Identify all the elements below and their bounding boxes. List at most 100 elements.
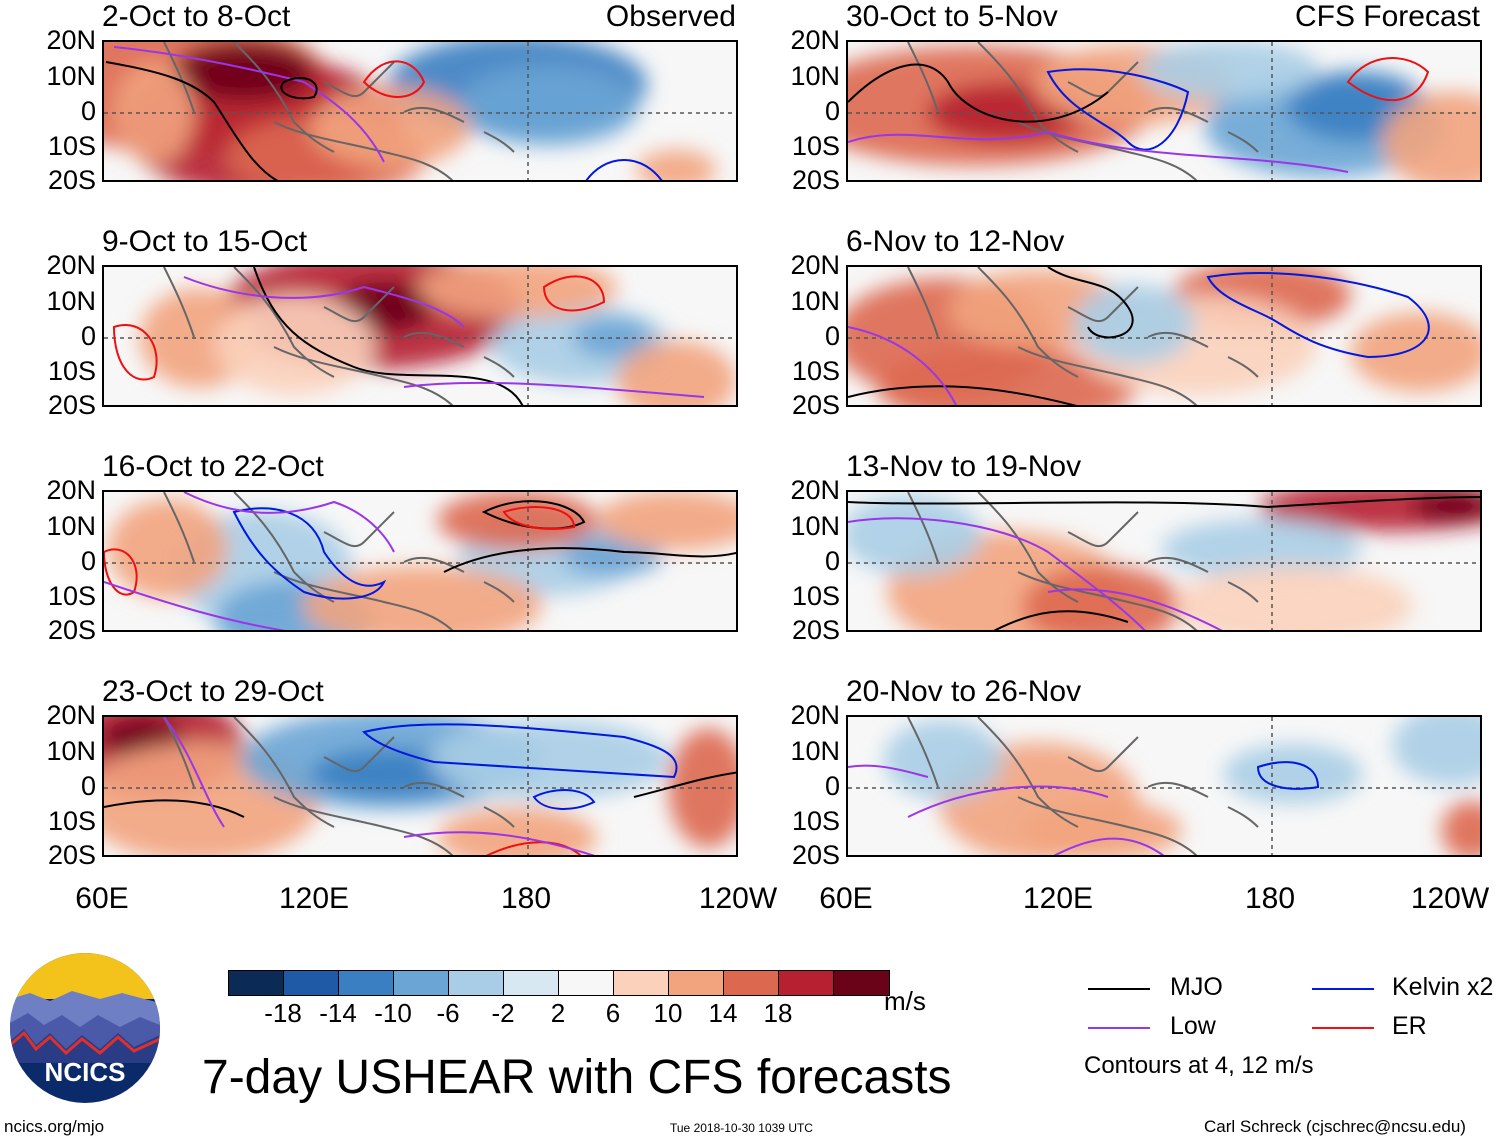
lat-label: 20N [46,25,96,55]
legend-line-low [1088,1027,1150,1029]
lat-label: 0 [80,96,96,126]
anomaly-shading [1173,565,1414,630]
coastlines [907,492,1259,630]
lat-label: 0 [80,771,96,801]
contour-line [1206,272,1430,359]
colorbar-swatch [724,971,779,995]
footer-author: Carl Schreck (cjschrec@ncsu.edu) [1204,1117,1466,1136]
lon-label: 120E [1022,882,1094,915]
anomaly-shading [173,42,314,101]
lat-label: 10N [790,511,840,541]
contour-line [848,764,929,778]
figure-title: 7-day USHEAR with CFS forecasts [202,1051,952,1104]
coastlines [907,717,1259,855]
colorbar-swatch [504,971,559,995]
anomaly-shading [459,65,640,146]
lat-label: 10S [791,581,840,611]
lat-label: 20N [46,475,96,505]
colorbar-swatch [394,971,449,995]
colorbar-swatch [779,971,834,995]
map-panel [102,490,738,632]
colorbar-tick-label: 6 [605,998,621,1028]
contour-line [1256,761,1320,790]
lon-label: 120W [698,882,778,915]
lat-label: 0 [80,321,96,351]
footer-url[interactable]: ncics.org/mjo [4,1117,105,1136]
coastlines [907,267,1259,405]
contour-line [403,381,705,398]
colorbar-swatch [559,971,614,995]
ncics-logo: NCICS [10,953,160,1103]
legend-label-kelvin: Kelvin x2 [1392,973,1494,1001]
legend-label-mjo: MJO [1170,973,1223,1001]
contour-line [112,324,158,381]
anomaly-shading [1139,42,1320,101]
anomaly-shading [1350,312,1480,393]
contour-line [848,517,1146,630]
colorbar-swatch [284,971,339,995]
anomaly-shading [214,295,375,396]
lat-label: 20N [46,700,96,730]
panel-title: 20-Nov to 26-Nov [846,675,1082,708]
map-panel [102,715,738,857]
lat-label: 10S [791,131,840,161]
lat-label: 10S [47,806,96,836]
contour-line [280,77,318,100]
coastlines [163,492,515,630]
lat-label: 10N [46,511,96,541]
contour-line [1046,68,1190,151]
lat-label: 10N [790,736,840,766]
lat-label: 0 [824,321,840,351]
contour-line [585,159,663,180]
colorbar-tick-label: -2 [491,998,515,1028]
lat-label: 10S [47,131,96,161]
map-panel [846,715,1482,857]
anomaly-shading [1022,800,1183,855]
colorbar [228,970,890,996]
legend-line-kelvin [1312,988,1374,990]
contour-line [1053,837,1165,855]
lat-label: 20S [47,840,96,870]
contour-line [848,326,958,405]
lat-label: 0 [824,546,840,576]
colorbar-swatch [339,971,394,995]
contour-line [113,46,385,163]
contour-line [105,61,279,180]
lat-label: 10N [46,736,96,766]
anomaly-shading [310,87,471,168]
anomaly-shading [1382,91,1480,180]
lat-label: 20S [47,615,96,645]
lat-label: 20N [790,475,840,505]
anomaly-shading [437,492,598,551]
contour-line [633,771,736,798]
map-panel [846,265,1482,407]
colorbar-swatch [449,971,504,995]
panel-source-label: Observed [605,0,736,33]
contour-line [1047,267,1134,339]
colorbar-tick-label: 14 [708,998,738,1028]
contour-line [542,275,606,312]
panel-title: 6-Nov to 12-Nov [846,225,1065,258]
contour-line [183,276,465,328]
contour-line [993,610,1129,630]
colorbar-swatch [834,971,889,995]
logo-text: NCICS [45,1057,126,1087]
contour-line [848,130,1349,173]
contour-line [1047,588,1223,630]
anomaly-shading [1161,518,1362,579]
panel-title: 13-Nov to 19-Nov [846,450,1082,483]
colorbar-tick-label: 10 [653,998,683,1028]
anomaly-shading [616,340,736,405]
contour-line [848,63,1109,123]
contour-line [232,507,387,600]
contour-line [362,60,426,98]
anomaly-shading [417,267,618,319]
lat-label: 20N [46,250,96,280]
lat-label: 10S [791,356,840,386]
contour-line [532,789,596,810]
contour-line [104,581,286,630]
lat-label: 10N [790,286,840,316]
anomaly-shading [429,719,670,800]
contour-line [907,785,1109,818]
lat-label: 20S [47,390,96,420]
